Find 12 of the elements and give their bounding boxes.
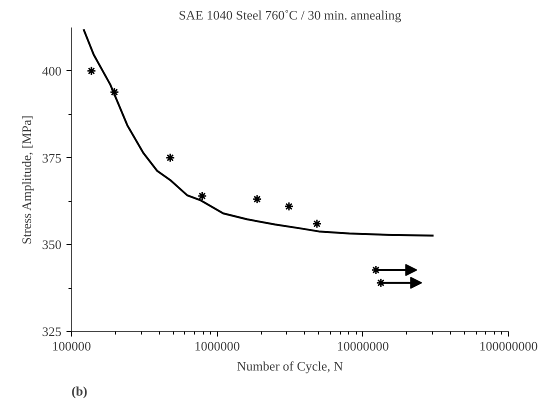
x-axis-title: Number of Cycle, N xyxy=(236,358,344,374)
x-tick-label: 100000 xyxy=(52,338,91,354)
y-tick-label: 325 xyxy=(42,324,62,339)
y-axis-title: Stress Amplitude, [MPa] xyxy=(19,115,34,244)
text: (b) xyxy=(72,384,88,398)
x-tick-label: 10000000 xyxy=(336,338,389,354)
chart-title: SAE 1040 Steel 760˚C / 30 min. annealing xyxy=(178,8,402,22)
y-tick-label: 400 xyxy=(42,63,62,78)
x-tick-label: 1000000 xyxy=(194,338,240,354)
x-tick-label: 100000000 xyxy=(479,338,538,354)
y-tick-label: 350 xyxy=(42,237,62,252)
y-tick-label: 375 xyxy=(42,150,62,166)
